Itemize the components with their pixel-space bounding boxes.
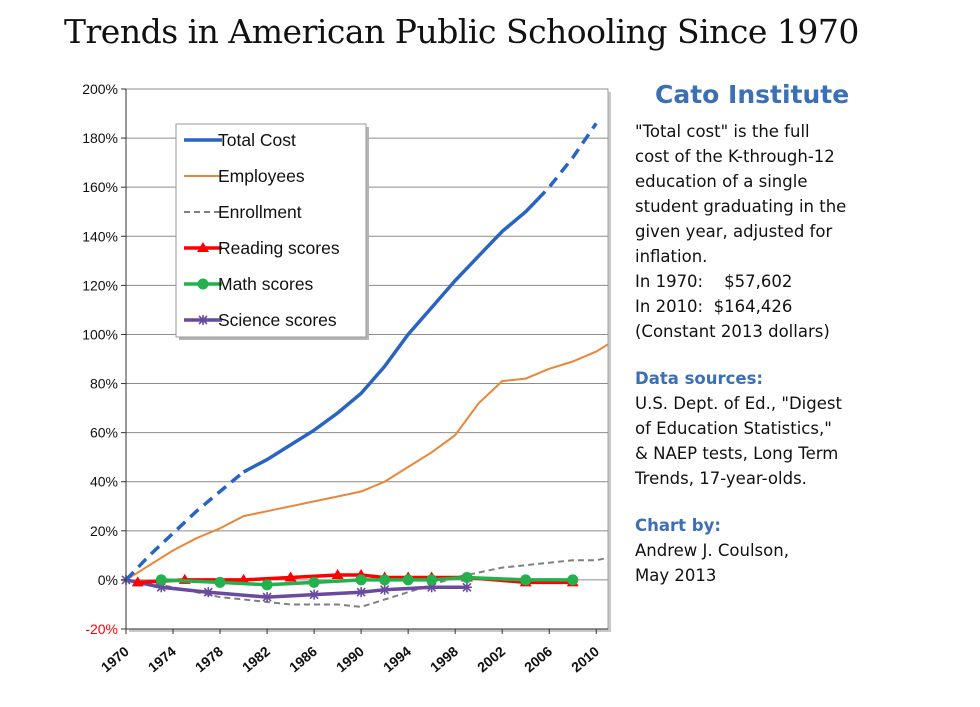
- x-tick-label: 1970: [98, 643, 132, 675]
- circle-marker: [261, 579, 273, 591]
- legend-label: Math scores: [218, 274, 314, 294]
- x-tick-label: 1994: [380, 643, 414, 675]
- description-line: cost of the K-through-12: [635, 147, 835, 166]
- sources-line: of Education Statistics,": [635, 419, 832, 438]
- org-name: Cato Institute: [655, 80, 850, 109]
- x-tick-label: 1978: [192, 643, 226, 675]
- credit-text: Andrew J. Coulson, May 2013: [635, 538, 965, 588]
- legend-label: Science scores: [218, 310, 337, 330]
- triangle-marker: [284, 571, 297, 582]
- circle-marker: [197, 278, 209, 290]
- circle-marker: [520, 574, 532, 586]
- y-tick-label: 100%: [82, 326, 118, 342]
- sources-text: U.S. Dept. of Ed., "Digest of Education …: [635, 391, 965, 491]
- circle-marker: [214, 576, 226, 588]
- circle-marker: [355, 574, 367, 586]
- star-marker: [356, 587, 367, 598]
- description-line: student graduating in the: [635, 197, 847, 216]
- series-line: [125, 343, 609, 581]
- triangle-marker: [331, 569, 344, 579]
- triangle-marker: [131, 576, 144, 587]
- x-tick-label: 2002: [474, 643, 508, 675]
- star-marker: [379, 584, 390, 595]
- series-line: [242, 198, 539, 474]
- y-tick-label: 200%: [82, 81, 118, 97]
- y-tick-label: 80%: [90, 376, 118, 392]
- description: "Total cost" is the full cost of the K-t…: [635, 119, 965, 344]
- legend-label: Employees: [218, 166, 305, 186]
- description-line: inflation.: [635, 247, 708, 266]
- description-line: "Total cost" is the full: [635, 122, 810, 141]
- circle-marker: [426, 574, 438, 586]
- x-tick-label: 1990: [333, 643, 367, 675]
- y-tick-label: -20%: [85, 621, 118, 637]
- description-line: education of a single: [635, 172, 808, 191]
- circle-marker: [461, 571, 473, 583]
- sources-line: Trends, 17-year-olds.: [635, 469, 807, 488]
- y-tick-label: 160%: [82, 179, 118, 195]
- y-tick-label: 40%: [90, 474, 118, 490]
- circle-marker: [308, 576, 320, 588]
- sources-heading: Data sources:: [635, 369, 764, 388]
- star-marker: [198, 315, 208, 325]
- legend-label: Enrollment: [218, 202, 302, 222]
- page-title: Trends in American Public Schooling Sinc…: [64, 12, 859, 51]
- y-tick-label: 20%: [90, 523, 118, 539]
- circle-marker: [379, 574, 391, 586]
- credit-line: May 2013: [635, 566, 717, 585]
- star-marker: [203, 587, 214, 598]
- description-line: (Constant 2013 dollars): [635, 322, 830, 341]
- credit-line: Andrew J. Coulson,: [635, 541, 789, 560]
- cost-2010-line: In 2010: $164,426: [635, 297, 793, 316]
- legend-label: Total Cost: [218, 130, 296, 150]
- star-marker: [309, 589, 320, 600]
- y-tick-label: 60%: [90, 425, 118, 441]
- y-tick-label: 180%: [82, 130, 118, 146]
- sources-line: & NAEP tests, Long Term: [635, 444, 839, 463]
- circle-marker: [155, 574, 167, 586]
- x-tick-label: 2006: [521, 643, 555, 675]
- legend-label: Reading scores: [218, 238, 340, 258]
- y-tick-label: 120%: [82, 277, 118, 293]
- legend-box: [175, 123, 367, 338]
- star-marker: [461, 582, 472, 593]
- x-tick-label: 1974: [145, 643, 179, 675]
- cost-1970-line: In 1970: $57,602: [635, 272, 793, 291]
- y-tick-label: 0%: [98, 572, 118, 588]
- circle-marker: [567, 574, 579, 586]
- series-line: [536, 122, 598, 201]
- description-line: given year, adjusted for: [635, 222, 833, 241]
- sources-line: U.S. Dept. of Ed., "Digest: [635, 394, 842, 413]
- circle-marker: [402, 574, 414, 586]
- credit-heading: Chart by:: [635, 516, 721, 535]
- star-marker: [262, 592, 273, 603]
- triangle-marker: [197, 242, 209, 252]
- line-chart: -20% 0% 20% 40% 60% 80% 100% 120% 140% 160% 180% 20…: [82, 81, 611, 675]
- info-panel: Cato Institute "Total cost" is the full …: [635, 80, 965, 588]
- x-tick-label: 1998: [427, 643, 461, 675]
- x-tick-label: 1982: [239, 643, 273, 675]
- y-tick-label: 140%: [82, 228, 118, 244]
- triangle-marker: [237, 573, 250, 584]
- x-tick-label: 2010: [568, 643, 602, 675]
- series-line: [124, 470, 245, 582]
- x-tick-label: 1986: [286, 643, 320, 675]
